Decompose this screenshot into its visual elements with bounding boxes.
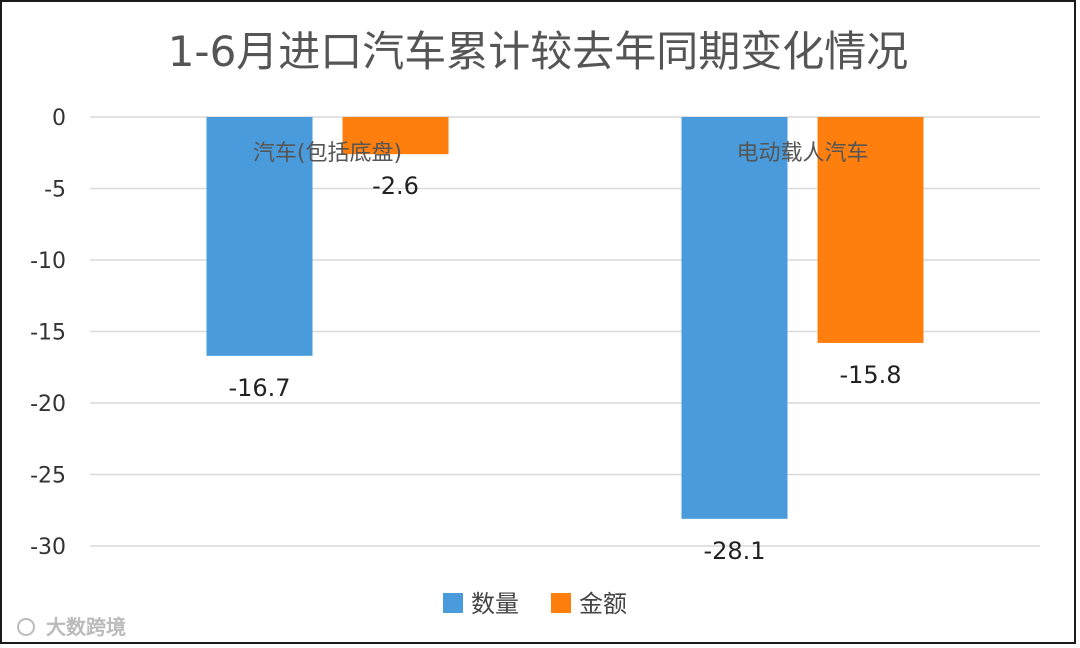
bar — [817, 117, 924, 343]
y-tick-label: -20 — [30, 392, 66, 417]
legend-swatch — [443, 593, 463, 613]
bar — [342, 117, 449, 155]
watermark-logo-icon — [17, 618, 35, 636]
data-label: -16.7 — [228, 374, 290, 402]
legend-label: 金额 — [579, 590, 627, 618]
y-tick-label: -10 — [30, 249, 66, 274]
chart-title: 1-6月进口汽车累计较去年同期变化情况 — [168, 27, 909, 76]
y-tick-label: 0 — [52, 106, 66, 131]
y-tick-label: -25 — [30, 464, 66, 489]
data-label: -28.1 — [703, 537, 765, 565]
legend: 数量 金额 — [443, 590, 627, 618]
legend-swatch — [551, 593, 571, 613]
y-tick-label: -5 — [44, 178, 66, 203]
y-tick-label: -15 — [30, 321, 66, 346]
watermark-text: 大数跨境 — [46, 615, 126, 639]
y-tick-label: -30 — [30, 535, 66, 560]
watermark: 大数跨境 — [17, 615, 126, 639]
bars — [206, 117, 924, 519]
data-label: -2.6 — [372, 172, 419, 200]
data-label: -15.8 — [839, 361, 901, 389]
category-label: 汽车(包括底盘) — [253, 141, 402, 166]
bar — [681, 117, 788, 519]
bar — [206, 117, 313, 356]
labels: 0 -5 -10 -15 -20 -25 -30 -16.7 -2.6 汽车(包括底盘) -28.1… — [30, 106, 901, 565]
category-label: 电动载人汽车 — [736, 141, 868, 166]
legend-label: 数量 — [471, 590, 519, 618]
